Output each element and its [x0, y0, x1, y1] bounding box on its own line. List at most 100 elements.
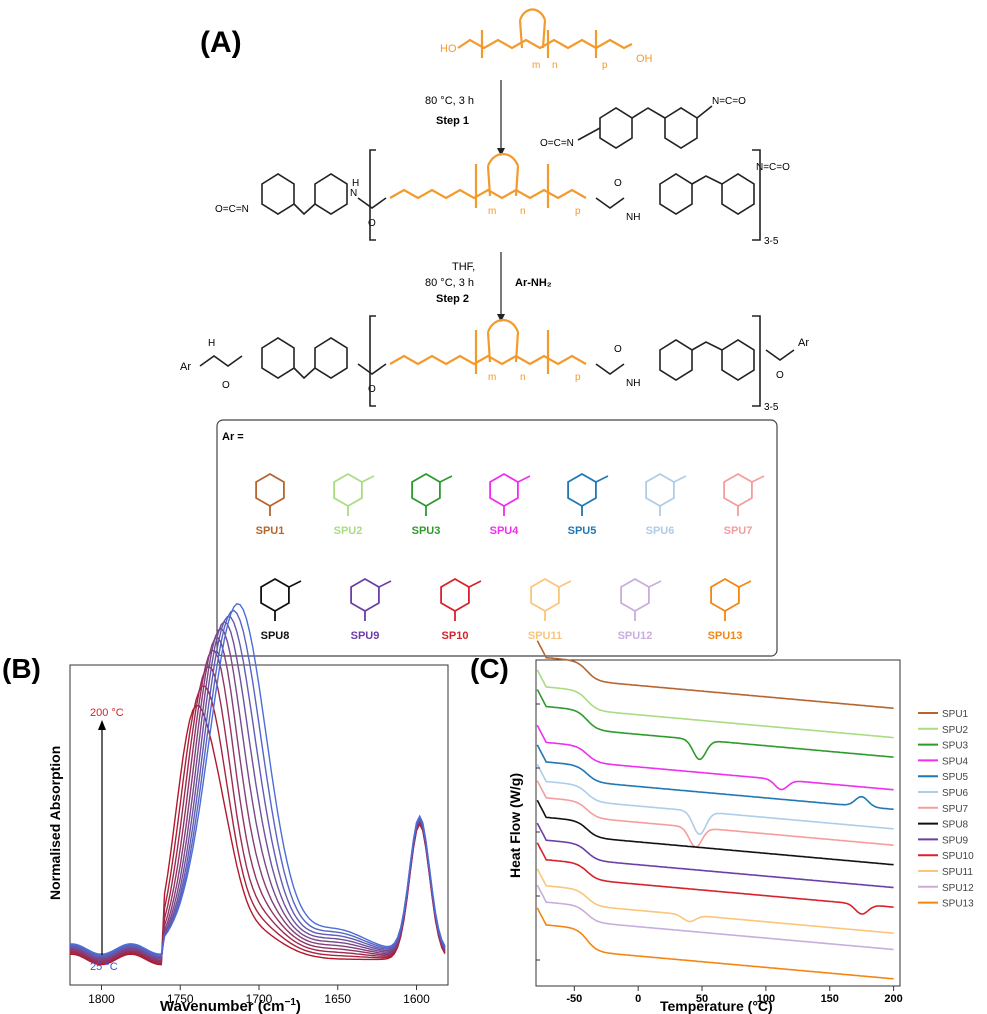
ar-ring-spu12	[620, 577, 650, 613]
dsc-plot-frame	[535, 659, 901, 987]
ftir-series-5	[69, 637, 446, 961]
svg-text:H: H	[208, 338, 215, 349]
ftir-x-label: Wavenumber (cm−1)	[160, 997, 301, 1014]
ar-label-spu11: SPU11	[528, 630, 562, 642]
step2-conditions: 80 °C, 3 h	[425, 277, 474, 289]
legend-label-spu7: SPU7	[942, 804, 969, 815]
svg-text:n: n	[520, 206, 526, 217]
ftir-annotation-25c: 25 °C	[90, 961, 118, 973]
legend-label-spu9: SPU9	[942, 835, 969, 846]
dsc-series-spu2	[536, 669, 894, 739]
ar-compound-grid: SPU1 SPU2 SPU3 SPU4 SPU5 SPU6 SPU7 SPU8 SPU9 SP10…	[255, 472, 765, 642]
svg-text:Ar: Ar	[798, 337, 809, 349]
dsc-series-spu11	[536, 868, 894, 934]
dsc-tick-label-200: 200	[884, 993, 902, 1005]
ftir-tick-label-1600: 1600	[403, 992, 430, 1006]
ar-substituent-box	[216, 419, 778, 657]
ar-ring-spu5	[567, 472, 597, 508]
legend-label-spu2: SPU2	[942, 725, 969, 736]
ftir-series-3	[70, 665, 446, 964]
svg-text:NH: NH	[626, 212, 640, 223]
ar-ring-spu13	[710, 577, 740, 613]
ftir-x-ticks: 1800 1750 1700 1650 1600	[88, 985, 430, 1006]
ar-label-spu3: SPU3	[412, 525, 441, 537]
svg-text:O: O	[776, 370, 784, 381]
ar-ring-spu2	[333, 472, 363, 508]
legend-label-spu6: SPU6	[942, 788, 969, 799]
svg-text:N=C=O: N=C=O	[756, 162, 790, 173]
dsc-series-spu12	[536, 884, 894, 951]
dsc-tick-label-0: 0	[635, 993, 641, 1005]
legend-label-spu1: SPU1	[942, 709, 969, 720]
step2-reagent: Ar-NH₂	[515, 277, 552, 289]
ftir-series-6	[70, 627, 446, 960]
ar-ring-spu1	[255, 472, 285, 508]
dsc-tick-label-150: 150	[821, 993, 839, 1005]
ftir-plot-frame	[69, 664, 449, 986]
svg-text:p: p	[575, 206, 581, 217]
legend-label-spu12: SPU12	[942, 883, 974, 894]
ar-label-spu9: SPU9	[351, 630, 380, 642]
ar-ring-spu4	[489, 472, 519, 508]
ar-label-spu6: SPU6	[646, 525, 675, 537]
svg-text:p: p	[602, 60, 608, 71]
svg-text:p: p	[575, 372, 581, 383]
panel-c-label: (C)	[470, 653, 509, 684]
panel-a-label: (A)	[200, 26, 242, 59]
ftir-series-8	[70, 615, 446, 958]
svg-text:O: O	[614, 344, 622, 355]
svg-text:3-5: 3-5	[764, 236, 779, 247]
dsc-series-spu4	[536, 724, 894, 791]
svg-text:n: n	[552, 60, 558, 71]
legend-label-spu5: SPU5	[942, 772, 969, 783]
ftir-series-2	[70, 685, 446, 965]
ar-ring-spu3	[411, 472, 441, 508]
ar-ring-spu8	[260, 577, 290, 613]
svg-text:3-5: 3-5	[764, 402, 779, 413]
ftir-series-9	[70, 609, 446, 957]
ar-ring-spu11	[530, 577, 560, 613]
dsc-tick-label-100: 100	[757, 993, 775, 1005]
dsc-series-spu13	[536, 907, 894, 980]
svg-text:H: H	[352, 178, 359, 189]
ar-label-spu5: SPU5	[568, 525, 597, 537]
dsc-series-spu8	[536, 799, 894, 866]
prepolymer-structure: O=C=N HN O m n p O NH N=C=O 3-5	[215, 149, 790, 247]
ftir-y-label: Normalised Absorption	[47, 746, 63, 900]
ftir-series-group	[69, 602, 446, 966]
dsc-tick-label--50: -50	[566, 993, 582, 1005]
step1-conditions: 80 °C, 3 h	[425, 95, 474, 107]
step2-solvent: THF,	[452, 261, 475, 273]
ftir-series-10	[70, 602, 446, 955]
polyol-structure: HO m n p OH	[440, 8, 653, 71]
dsc-series-spu1	[536, 640, 894, 709]
dsc-series-spu7	[536, 780, 894, 848]
dsc-y-ticks	[536, 703, 540, 961]
svg-text:OH: OH	[636, 53, 653, 65]
ftir-series-7	[70, 620, 446, 959]
ar-label: Ar =	[222, 431, 244, 443]
dsc-series-spu9	[536, 822, 894, 889]
legend-label-spu10: SPU10	[942, 851, 974, 862]
svg-text:O: O	[368, 384, 376, 395]
dsc-y-label: Heat Flow (W/g)	[507, 773, 523, 878]
svg-text:N=C=O: N=C=O	[712, 96, 746, 107]
svg-text:O: O	[368, 218, 376, 229]
panel-b-label: (B)	[2, 653, 41, 684]
svg-text:O=C=N: O=C=N	[215, 204, 249, 215]
ftir-series-1	[70, 704, 446, 966]
dsc-series-spu3	[536, 689, 894, 761]
ftir-tick-label-1650: 1650	[324, 992, 351, 1006]
ar-label-spu7: SPU7	[724, 525, 753, 537]
svg-text:n: n	[520, 372, 526, 383]
svg-text:m: m	[488, 206, 496, 217]
dsc-legend: SPU1 SPU2 SPU3 SPU4 SPU5 SPU6 SPU7 SPU8 SPU9 SPU1…	[918, 709, 974, 910]
ftir-tick-label-1750: 1750	[167, 992, 194, 1006]
svg-text:m: m	[488, 372, 496, 383]
ar-ring-spu9	[350, 577, 380, 613]
dsc-x-ticks: -50 0 50 100 150 200	[566, 986, 903, 1005]
dsc-series-spu6	[536, 764, 894, 836]
mdi-structure: O=C=N N=C=O	[540, 96, 746, 149]
ar-label-spu13: SPU13	[708, 630, 743, 642]
